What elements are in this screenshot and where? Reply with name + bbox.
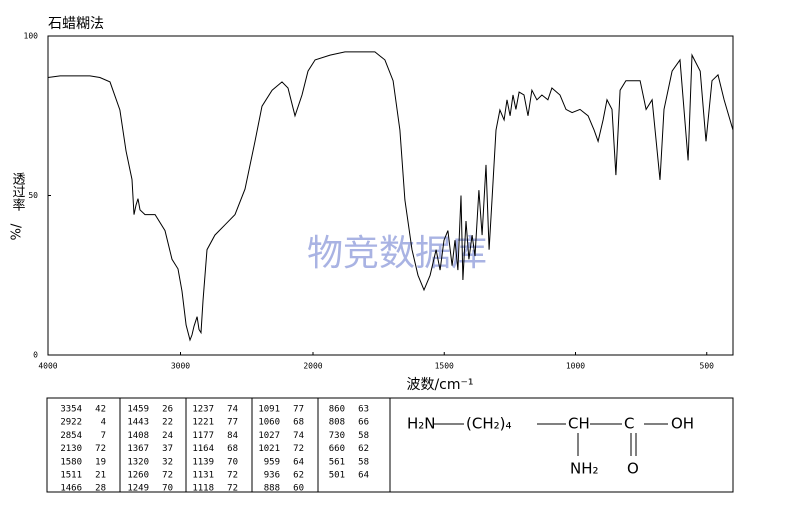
peak-transmittance: 68 bbox=[293, 418, 304, 428]
peak-wavenumber: 1580 bbox=[60, 457, 82, 467]
peak-transmittance: 74 bbox=[227, 405, 238, 415]
peak-transmittance: 72 bbox=[227, 484, 238, 494]
peak-transmittance: 70 bbox=[162, 484, 173, 494]
peak-transmittance: 19 bbox=[95, 457, 106, 467]
peak-wavenumber: 1443 bbox=[127, 418, 149, 428]
peak-wavenumber: 1237 bbox=[192, 405, 214, 415]
x-tick-label: 1000 bbox=[566, 362, 585, 371]
x-tick-label: 3000 bbox=[171, 362, 190, 371]
peak-wavenumber: 1177 bbox=[192, 431, 214, 441]
x-tick-label: 1500 bbox=[435, 362, 454, 371]
peak-wavenumber: 1320 bbox=[127, 457, 149, 467]
structure-group: (CH₂)₄ bbox=[466, 415, 511, 433]
y-axis-label: 透过率 bbox=[10, 172, 26, 211]
peak-transmittance: 58 bbox=[358, 457, 369, 467]
peak-wavenumber: 1164 bbox=[192, 444, 214, 454]
peak-wavenumber: 561 bbox=[329, 457, 345, 467]
peak-transmittance: 37 bbox=[162, 444, 173, 454]
y-tick-label: 50 bbox=[28, 191, 38, 200]
peak-wavenumber: 1260 bbox=[127, 471, 149, 481]
peak-wavenumber: 2854 bbox=[60, 431, 82, 441]
structure-group: O bbox=[627, 460, 639, 478]
peak-wavenumber: 1408 bbox=[127, 431, 149, 441]
peak-wavenumber: 660 bbox=[329, 444, 345, 454]
peak-transmittance: 77 bbox=[293, 405, 304, 415]
structure-group: OH bbox=[671, 415, 694, 433]
peak-wavenumber: 1118 bbox=[192, 484, 214, 494]
peak-wavenumber: 1021 bbox=[258, 444, 280, 454]
peak-wavenumber: 1367 bbox=[127, 444, 149, 454]
peak-transmittance: 42 bbox=[95, 405, 106, 415]
peak-transmittance: 7 bbox=[101, 431, 106, 441]
peak-wavenumber: 3354 bbox=[60, 405, 82, 415]
peak-transmittance: 66 bbox=[358, 418, 369, 428]
peak-wavenumber: 501 bbox=[329, 471, 345, 481]
x-tick-label: 4000 bbox=[38, 362, 57, 371]
peak-wavenumber: 1091 bbox=[258, 405, 280, 415]
y-tick-label: 100 bbox=[24, 32, 39, 41]
peak-wavenumber: 808 bbox=[329, 418, 345, 428]
peak-transmittance: 72 bbox=[162, 471, 173, 481]
peak-transmittance: 62 bbox=[293, 471, 304, 481]
peak-transmittance: 4 bbox=[101, 418, 106, 428]
peak-transmittance: 64 bbox=[293, 457, 304, 467]
peak-table: 3354 42 2922 4 2854 7 2130 72 1580 19 1511 21 1466 28… bbox=[60, 398, 391, 494]
peak-wavenumber: 860 bbox=[329, 405, 345, 415]
peak-transmittance: 63 bbox=[358, 405, 369, 415]
spectrum-line bbox=[47, 51, 734, 342]
peak-wavenumber: 936 bbox=[264, 471, 280, 481]
peak-transmittance: 72 bbox=[293, 444, 304, 454]
peak-transmittance: 64 bbox=[358, 471, 369, 481]
structure-group: NH₂ bbox=[570, 460, 599, 478]
peak-wavenumber: 2130 bbox=[60, 444, 82, 454]
structure-group: CH bbox=[568, 415, 590, 433]
plot-frame bbox=[47, 35, 734, 356]
peak-wavenumber: 888 bbox=[264, 484, 280, 494]
peak-wavenumber: 1221 bbox=[192, 418, 214, 428]
peak-wavenumber: 1249 bbox=[127, 484, 149, 494]
peak-wavenumber: 1139 bbox=[192, 457, 214, 467]
structure-group: C bbox=[624, 415, 634, 433]
watermark: 物竞数据库 bbox=[307, 233, 487, 274]
peak-transmittance: 74 bbox=[293, 431, 304, 441]
peak-wavenumber: 730 bbox=[329, 431, 345, 441]
peak-wavenumber: 1131 bbox=[192, 471, 214, 481]
peak-transmittance: 58 bbox=[358, 431, 369, 441]
structure-group: H₂N bbox=[407, 415, 436, 433]
peak-transmittance: 32 bbox=[162, 457, 173, 467]
peak-transmittance: 28 bbox=[95, 484, 106, 494]
y-axis-unit: %/ bbox=[10, 223, 25, 240]
peak-transmittance: 77 bbox=[227, 418, 238, 428]
x-axis-label: 波数/cm⁻¹ bbox=[406, 377, 473, 393]
peak-transmittance: 21 bbox=[95, 471, 106, 481]
peak-transmittance: 70 bbox=[227, 457, 238, 467]
x-tick-label: 500 bbox=[700, 362, 715, 371]
peak-transmittance: 72 bbox=[227, 471, 238, 481]
peak-wavenumber: 1511 bbox=[60, 471, 82, 481]
peak-wavenumber: 1060 bbox=[258, 418, 280, 428]
peak-transmittance: 62 bbox=[358, 444, 369, 454]
y-tick-label: 0 bbox=[33, 351, 38, 360]
peak-transmittance: 22 bbox=[162, 418, 173, 428]
x-tick-label: 2000 bbox=[303, 362, 322, 371]
structure-bonds bbox=[433, 423, 668, 456]
peak-transmittance: 84 bbox=[227, 431, 238, 441]
peak-wavenumber: 2922 bbox=[60, 418, 82, 428]
peak-wavenumber: 1459 bbox=[127, 405, 149, 415]
peak-wavenumber: 1466 bbox=[60, 484, 82, 494]
peak-transmittance: 60 bbox=[293, 484, 304, 494]
peak-wavenumber: 959 bbox=[264, 457, 280, 467]
peak-wavenumber: 1027 bbox=[258, 431, 280, 441]
peak-transmittance: 26 bbox=[162, 405, 173, 415]
peak-transmittance: 68 bbox=[227, 444, 238, 454]
peak-transmittance: 72 bbox=[95, 444, 106, 454]
chart-title: 石蜡糊法 bbox=[48, 16, 104, 32]
peak-transmittance: 24 bbox=[162, 431, 173, 441]
